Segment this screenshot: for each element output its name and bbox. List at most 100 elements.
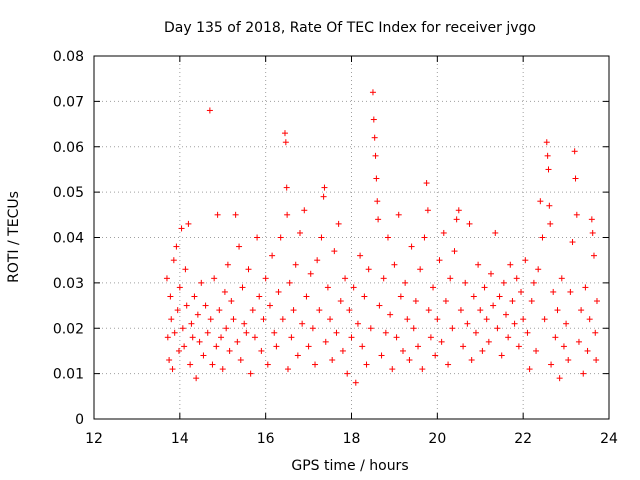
data-point <box>206 107 213 114</box>
data-point <box>282 139 289 146</box>
data-point <box>342 275 349 282</box>
data-point <box>163 275 170 282</box>
data-point <box>216 307 223 314</box>
data-point <box>408 243 415 250</box>
data-point <box>468 357 475 364</box>
data-point <box>376 302 383 309</box>
data-point <box>391 261 398 268</box>
data-point <box>457 307 464 314</box>
data-point <box>224 261 231 268</box>
data-point <box>175 347 182 354</box>
data-point <box>387 311 394 318</box>
data-point <box>438 338 445 345</box>
data-point <box>445 361 452 368</box>
data-point <box>580 370 587 377</box>
data-point <box>402 279 409 286</box>
data-point <box>247 370 254 377</box>
data-point <box>361 293 368 300</box>
data-point <box>354 320 361 327</box>
data-point <box>318 234 325 241</box>
data-point <box>415 343 422 350</box>
data-point <box>329 357 336 364</box>
data-point <box>449 325 456 332</box>
data-point <box>218 334 225 341</box>
data-point <box>572 175 579 182</box>
data-point <box>369 89 376 96</box>
data-point <box>202 302 209 309</box>
data-point <box>185 220 192 227</box>
data-point <box>333 329 340 336</box>
data-point <box>373 175 380 182</box>
data-point <box>563 320 570 327</box>
data-point <box>455 207 462 214</box>
data-point <box>565 357 572 364</box>
data-point <box>348 334 355 341</box>
x-axis-ticks: 12 14 16 18 20 22 24 <box>85 56 618 447</box>
data-point <box>182 266 189 273</box>
data-point <box>350 284 357 291</box>
data-point <box>389 366 396 373</box>
data-point <box>262 275 269 282</box>
data-point <box>245 266 252 273</box>
data-point <box>558 275 565 282</box>
data-point <box>327 316 334 323</box>
data-point <box>436 257 443 264</box>
data-point <box>178 225 185 232</box>
data-point <box>548 361 555 368</box>
data-point <box>321 184 328 191</box>
data-point <box>370 116 377 123</box>
y-axis-label: ROTI / TECUs <box>6 191 22 283</box>
data-point <box>237 357 244 364</box>
data-point <box>522 257 529 264</box>
data-point <box>223 325 230 332</box>
data-point <box>277 234 284 241</box>
data-point <box>241 320 248 327</box>
data-point <box>397 293 404 300</box>
data-point <box>440 229 447 236</box>
data-point <box>460 343 467 350</box>
data-point <box>406 357 413 364</box>
data-point <box>513 275 520 282</box>
data-point <box>584 347 591 354</box>
data-point <box>181 343 188 350</box>
data-point <box>423 180 430 187</box>
data-point <box>400 347 406 354</box>
data-point <box>487 270 494 277</box>
data-point <box>590 252 597 259</box>
data-point <box>419 366 426 373</box>
data-point <box>365 266 372 273</box>
data-point <box>464 320 471 327</box>
data-point <box>188 320 195 327</box>
data-point <box>359 343 366 350</box>
data-point <box>371 134 378 141</box>
data-point <box>546 202 553 209</box>
data-point <box>554 307 561 314</box>
data-point <box>425 307 432 314</box>
data-point <box>346 307 353 314</box>
data-point <box>586 316 593 323</box>
data-point <box>518 288 525 295</box>
data-point <box>193 375 200 382</box>
data-point <box>204 329 211 336</box>
data-point <box>166 357 173 364</box>
data-point <box>316 307 323 314</box>
y-tick-label: 0.06 <box>53 140 84 156</box>
data-point <box>236 243 243 250</box>
data-point <box>189 334 196 341</box>
data-point <box>378 352 385 359</box>
data-point <box>520 316 527 323</box>
data-point <box>254 234 261 241</box>
data-point <box>539 234 546 241</box>
data-point <box>447 275 454 282</box>
data-point <box>239 284 246 291</box>
data-point <box>424 207 431 214</box>
data-point <box>582 284 589 291</box>
data-point <box>292 261 299 268</box>
data-point <box>209 361 216 368</box>
data-point <box>200 352 207 359</box>
data-point <box>404 316 411 323</box>
data-point <box>211 275 218 282</box>
y-tick-label: 0.03 <box>53 276 84 292</box>
data-point <box>466 220 473 227</box>
data-point <box>243 329 250 336</box>
